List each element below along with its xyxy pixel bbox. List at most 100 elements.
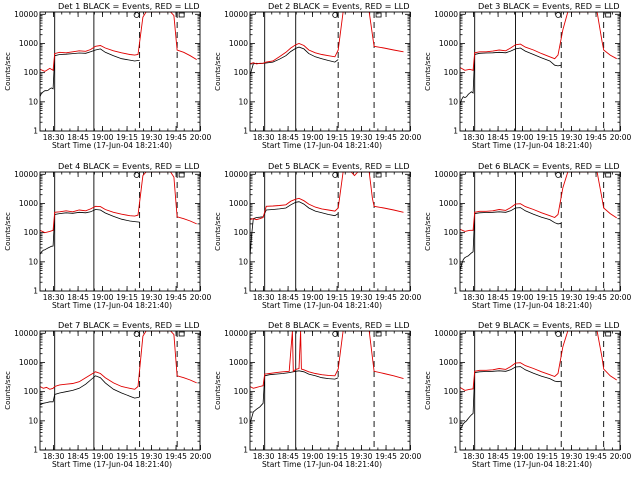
y-tick-label: 1 <box>33 287 38 296</box>
y-tick-label: 1 <box>453 287 458 296</box>
y-tick-label: 1000 <box>439 199 458 208</box>
series-events-line <box>40 375 140 406</box>
x-tick-label: 19:00 <box>512 293 534 302</box>
x-tick-label: 18:45 <box>67 452 89 461</box>
x-tick-label: 18:30 <box>463 133 485 142</box>
series-lld-line <box>460 331 617 391</box>
night-marker <box>178 12 185 18</box>
panel-title: Det 2 BLACK = Events, RED = LLD <box>268 1 410 11</box>
y-axis-label: Counts/sec <box>4 212 12 251</box>
x-tick-label: 18:45 <box>277 452 299 461</box>
y-tick-label: 1000 <box>19 199 38 208</box>
panel-det-2: Det 2 BLACK = Events, RED = LLD Counts/se… <box>214 1 422 150</box>
x-axis-label: Start Time (17-Jun-04 18:21:40) <box>262 460 382 469</box>
series-events-line <box>250 46 339 76</box>
plot-frame <box>249 330 411 451</box>
x-tick-label: 19:30 <box>351 293 373 302</box>
x-tick-label: 19:15 <box>536 133 558 142</box>
saa-marker <box>332 331 339 337</box>
series-events-line <box>460 207 562 271</box>
x-axis-label: Start Time (17-Jun-04 18:21:40) <box>262 301 382 310</box>
x-tick-label: 20:00 <box>400 133 422 142</box>
x-axis-label: Start Time (17-Jun-04 18:21:40) <box>472 460 592 469</box>
x-tick-label: 18:30 <box>253 452 275 461</box>
series-lld-line <box>40 12 197 72</box>
panel-title: Det 7 BLACK = Events, RED = LLD <box>58 320 200 330</box>
night-marker <box>605 172 612 178</box>
y-tick-label: 1 <box>453 446 458 455</box>
x-tick-label: 19:15 <box>326 452 348 461</box>
x-tick-label: 19:00 <box>302 293 324 302</box>
y-tick-label: 100 <box>24 228 39 237</box>
x-tick-label: 18:45 <box>277 293 299 302</box>
x-axis-label: Start Time (17-Jun-04 18:21:40) <box>52 301 172 310</box>
x-tick-label: 19:30 <box>141 133 163 142</box>
x-tick-label: 19:15 <box>116 293 138 302</box>
y-tick-label: 10000 <box>224 10 248 19</box>
x-tick-label: 19:45 <box>375 452 397 461</box>
plot-frame <box>459 11 621 132</box>
y-tick-label: 10 <box>28 416 38 425</box>
x-tick-label: 19:00 <box>302 133 324 142</box>
x-tick-label: 19:00 <box>92 452 114 461</box>
panel-det-8: Det 8 BLACK = Events, RED = LLD Counts/se… <box>214 320 422 469</box>
x-tick-label: 19:15 <box>326 133 348 142</box>
y-tick-label: 100 <box>444 228 459 237</box>
y-tick-label: 1000 <box>439 358 458 367</box>
panel-det-5: Det 5 BLACK = Events, RED = LLD Counts/se… <box>214 161 422 310</box>
plot-frame <box>249 11 411 132</box>
y-tick-label: 1000 <box>19 39 38 48</box>
panel-det-7: Det 7 BLACK = Events, RED = LLD Counts/se… <box>4 320 212 469</box>
series-events-line <box>40 209 140 255</box>
x-tick-label: 19:15 <box>326 293 348 302</box>
y-axis-label: Counts/sec <box>424 52 432 91</box>
panel-title: Det 3 BLACK = Events, RED = LLD <box>478 1 620 11</box>
panel-det-9: Det 9 BLACK = Events, RED = LLD Counts/se… <box>424 320 632 469</box>
y-tick-label: 10 <box>238 257 248 266</box>
series-lld-line <box>40 331 197 390</box>
plot-frame <box>459 330 621 451</box>
series-events-line <box>460 47 562 105</box>
x-tick-label: 18:45 <box>487 293 509 302</box>
x-tick-label: 19:00 <box>92 133 114 142</box>
plot-frame <box>249 171 411 292</box>
series-lld-line <box>250 172 404 221</box>
x-tick-label: 20:00 <box>190 133 212 142</box>
series-events-line <box>460 366 562 430</box>
x-tick-label: 19:45 <box>585 452 607 461</box>
y-tick-label: 100 <box>24 387 39 396</box>
plot-frame <box>459 171 621 292</box>
panel-det-3: Det 3 BLACK = Events, RED = LLD Counts/se… <box>424 1 632 150</box>
x-tick-label: 19:15 <box>536 452 558 461</box>
x-tick-label: 19:30 <box>561 133 583 142</box>
y-axis-label: Counts/sec <box>214 52 222 91</box>
y-tick-label: 100 <box>444 387 459 396</box>
series-lld-line <box>460 12 617 71</box>
x-tick-label: 18:30 <box>43 133 65 142</box>
x-tick-label: 19:15 <box>536 293 558 302</box>
x-tick-label: 19:15 <box>116 133 138 142</box>
x-axis-label: Start Time (17-Jun-04 18:21:40) <box>472 141 592 150</box>
x-axis-label: Start Time (17-Jun-04 18:21:40) <box>52 141 172 150</box>
y-tick-label: 1000 <box>19 358 38 367</box>
x-tick-label: 19:30 <box>141 452 163 461</box>
x-tick-label: 20:00 <box>610 452 632 461</box>
y-tick-label: 10000 <box>14 170 38 179</box>
x-tick-label: 18:45 <box>67 133 89 142</box>
y-tick-label: 1 <box>33 127 38 136</box>
y-tick-label: 10000 <box>14 10 38 19</box>
night-marker <box>375 12 382 18</box>
series-events-line <box>250 201 339 257</box>
x-tick-label: 19:45 <box>165 133 187 142</box>
y-tick-label: 10000 <box>14 329 38 338</box>
night-marker <box>605 12 612 18</box>
x-tick-label: 20:00 <box>190 452 212 461</box>
x-tick-label: 20:00 <box>190 293 212 302</box>
y-tick-label: 10 <box>28 257 38 266</box>
series-lld-line <box>460 172 617 232</box>
x-tick-label: 18:30 <box>43 293 65 302</box>
panel-det-1: Det 1 BLACK = Events, RED = LLD Counts/se… <box>4 1 212 150</box>
y-tick-label: 1 <box>243 127 248 136</box>
saa-marker <box>332 172 339 178</box>
